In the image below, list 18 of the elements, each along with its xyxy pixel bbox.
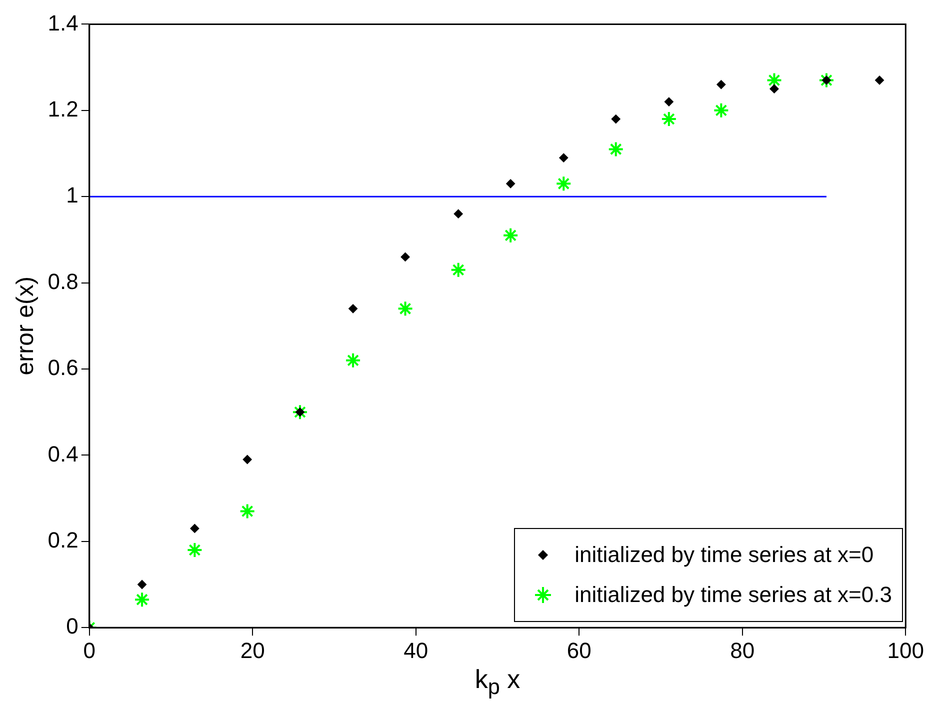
- x-tick-label: 40: [404, 638, 428, 663]
- y-tick-label: 0.6: [48, 355, 78, 380]
- x-axis-title: k$_{p}$ x: [474, 664, 522, 700]
- y-tick-label: 1.2: [48, 96, 78, 122]
- x-tick-label: 0: [83, 638, 96, 663]
- y-axis-title: error e(x): [12, 276, 40, 376]
- legend-label: initialized by time series at x=0: [574, 542, 874, 568]
- x-tick-label: 100: [887, 638, 924, 663]
- x-tick-label: 80: [730, 638, 755, 663]
- y-tick-label: 0.2: [48, 527, 78, 552]
- x-tick-label: 60: [566, 638, 592, 663]
- y-tick-label: 0.8: [48, 268, 78, 294]
- legend-label: initialized by time series at x=0.3: [574, 582, 892, 608]
- y-tick-label: 1.4: [48, 10, 78, 36]
- y-tick-label: 0: [66, 614, 78, 639]
- y-tick-label: 0.4: [48, 441, 78, 466]
- y-tick-label: 1: [66, 182, 78, 208]
- x-tick-label: 20: [240, 638, 265, 663]
